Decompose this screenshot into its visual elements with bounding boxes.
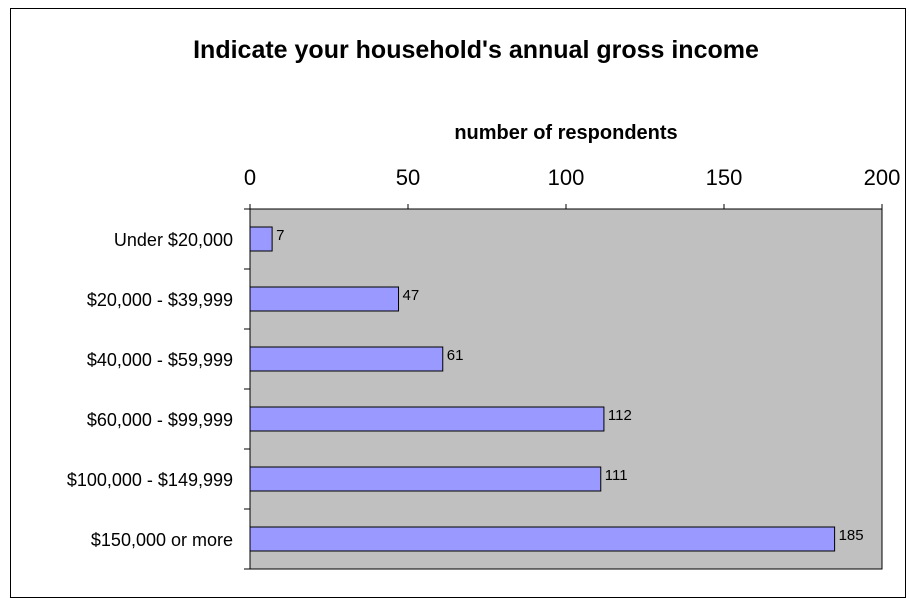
x-axis-title: number of respondents	[454, 122, 677, 144]
chart-title: Indicate your household's annual gross i…	[193, 36, 759, 64]
data-label: 61	[447, 347, 464, 364]
data-label: 111	[605, 467, 628, 484]
bar	[249, 406, 605, 432]
x-tick-label: 100	[548, 165, 585, 190]
y-category-label: Under $20,000	[114, 230, 233, 250]
plot-area	[249, 208, 883, 570]
x-tick-label: 50	[396, 165, 420, 190]
y-category-label: $40,000 - $59,999	[87, 350, 233, 370]
data-labels: 7 47 61 112 111 185	[276, 227, 864, 544]
bar	[249, 286, 400, 312]
x-tick-label: 150	[706, 165, 743, 190]
bar	[249, 226, 273, 252]
y-category-label: $100,000 - $149,999	[67, 470, 233, 490]
bar-chart: Indicate your household's annual gross i…	[67, 36, 901, 570]
x-tick-label: 0	[244, 165, 256, 190]
y-category-label: $60,000 - $99,999	[87, 410, 233, 430]
data-label: 185	[839, 527, 864, 544]
bars	[249, 226, 836, 552]
bar	[249, 346, 444, 372]
data-label: 112	[608, 407, 632, 424]
y-category-label: $150,000 or more	[91, 530, 233, 550]
x-axis: 0 50 100 150 200	[244, 165, 901, 210]
y-category-label: $20,000 - $39,999	[87, 290, 233, 310]
data-label: 7	[276, 227, 284, 244]
y-axis: Under $20,000 $20,000 - $39,999 $40,000 - …	[67, 208, 251, 570]
x-tick-label: 200	[864, 165, 901, 190]
data-label: 47	[403, 287, 420, 304]
bar	[249, 466, 602, 492]
bar	[249, 526, 836, 552]
